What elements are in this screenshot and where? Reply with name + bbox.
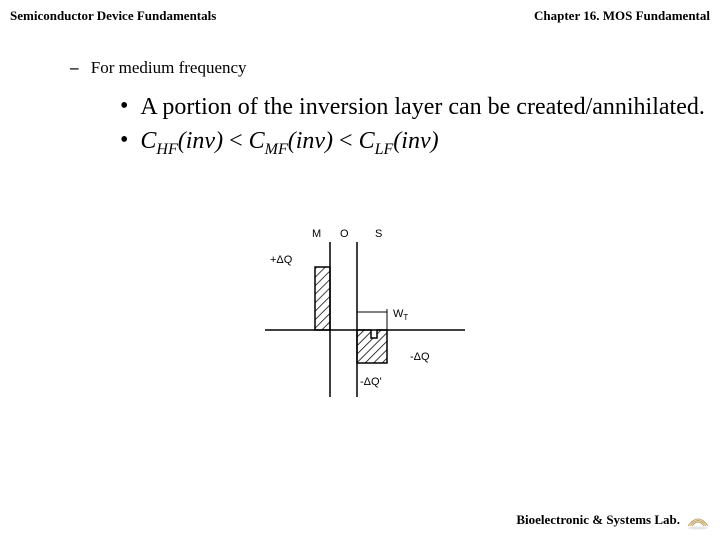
formula-line: • CHF(inv) < CMF(inv) < CLF(inv) bbox=[120, 126, 705, 160]
lf: LF bbox=[375, 141, 394, 158]
c1: C bbox=[140, 128, 156, 154]
inv3: (inv) bbox=[393, 128, 438, 154]
lt1: < bbox=[223, 128, 249, 154]
lt2: < bbox=[333, 128, 359, 154]
label-wt: WT bbox=[393, 308, 408, 322]
header-right: Chapter 16. MOS Fundamental bbox=[534, 8, 710, 24]
footer-text: Bioelectronic & Systems Lab. bbox=[516, 512, 680, 528]
hf: HF bbox=[156, 141, 177, 158]
label-s: S bbox=[375, 228, 382, 240]
bullet-item: • A portion of the inversion layer can b… bbox=[120, 92, 705, 122]
dash-bullet: – bbox=[70, 58, 79, 77]
sub-heading-text: For medium frequency bbox=[91, 58, 247, 77]
inv1: (inv) bbox=[178, 128, 223, 154]
inv2: (inv) bbox=[288, 128, 333, 154]
c3: C bbox=[359, 128, 375, 154]
label-o: O bbox=[340, 228, 349, 240]
bullet-dot: • bbox=[120, 92, 128, 121]
c2: C bbox=[249, 128, 265, 154]
bullet-text: A portion of the inversion layer can be … bbox=[140, 92, 704, 122]
label-minus-dq: -ΔQ bbox=[410, 351, 430, 363]
label-m: M bbox=[312, 228, 321, 240]
bullet-dot: • bbox=[120, 126, 128, 155]
mos-diagram: M O S +ΔQ WT -ΔQ -ΔQ' bbox=[265, 225, 465, 405]
mf: MF bbox=[265, 141, 288, 158]
lab-logo-icon bbox=[686, 510, 710, 530]
main-content: • A portion of the inversion layer can b… bbox=[120, 92, 705, 164]
label-plus-dq: +ΔQ bbox=[270, 254, 293, 266]
sub-heading: – For medium frequency bbox=[70, 58, 247, 78]
formula-text: CHF(inv) < CMF(inv) < CLF(inv) bbox=[140, 126, 704, 160]
label-minus-dq-prime: -ΔQ' bbox=[360, 376, 382, 388]
header-left: Semiconductor Device Fundamentals bbox=[10, 8, 216, 24]
footer: Bioelectronic & Systems Lab. bbox=[516, 510, 710, 530]
